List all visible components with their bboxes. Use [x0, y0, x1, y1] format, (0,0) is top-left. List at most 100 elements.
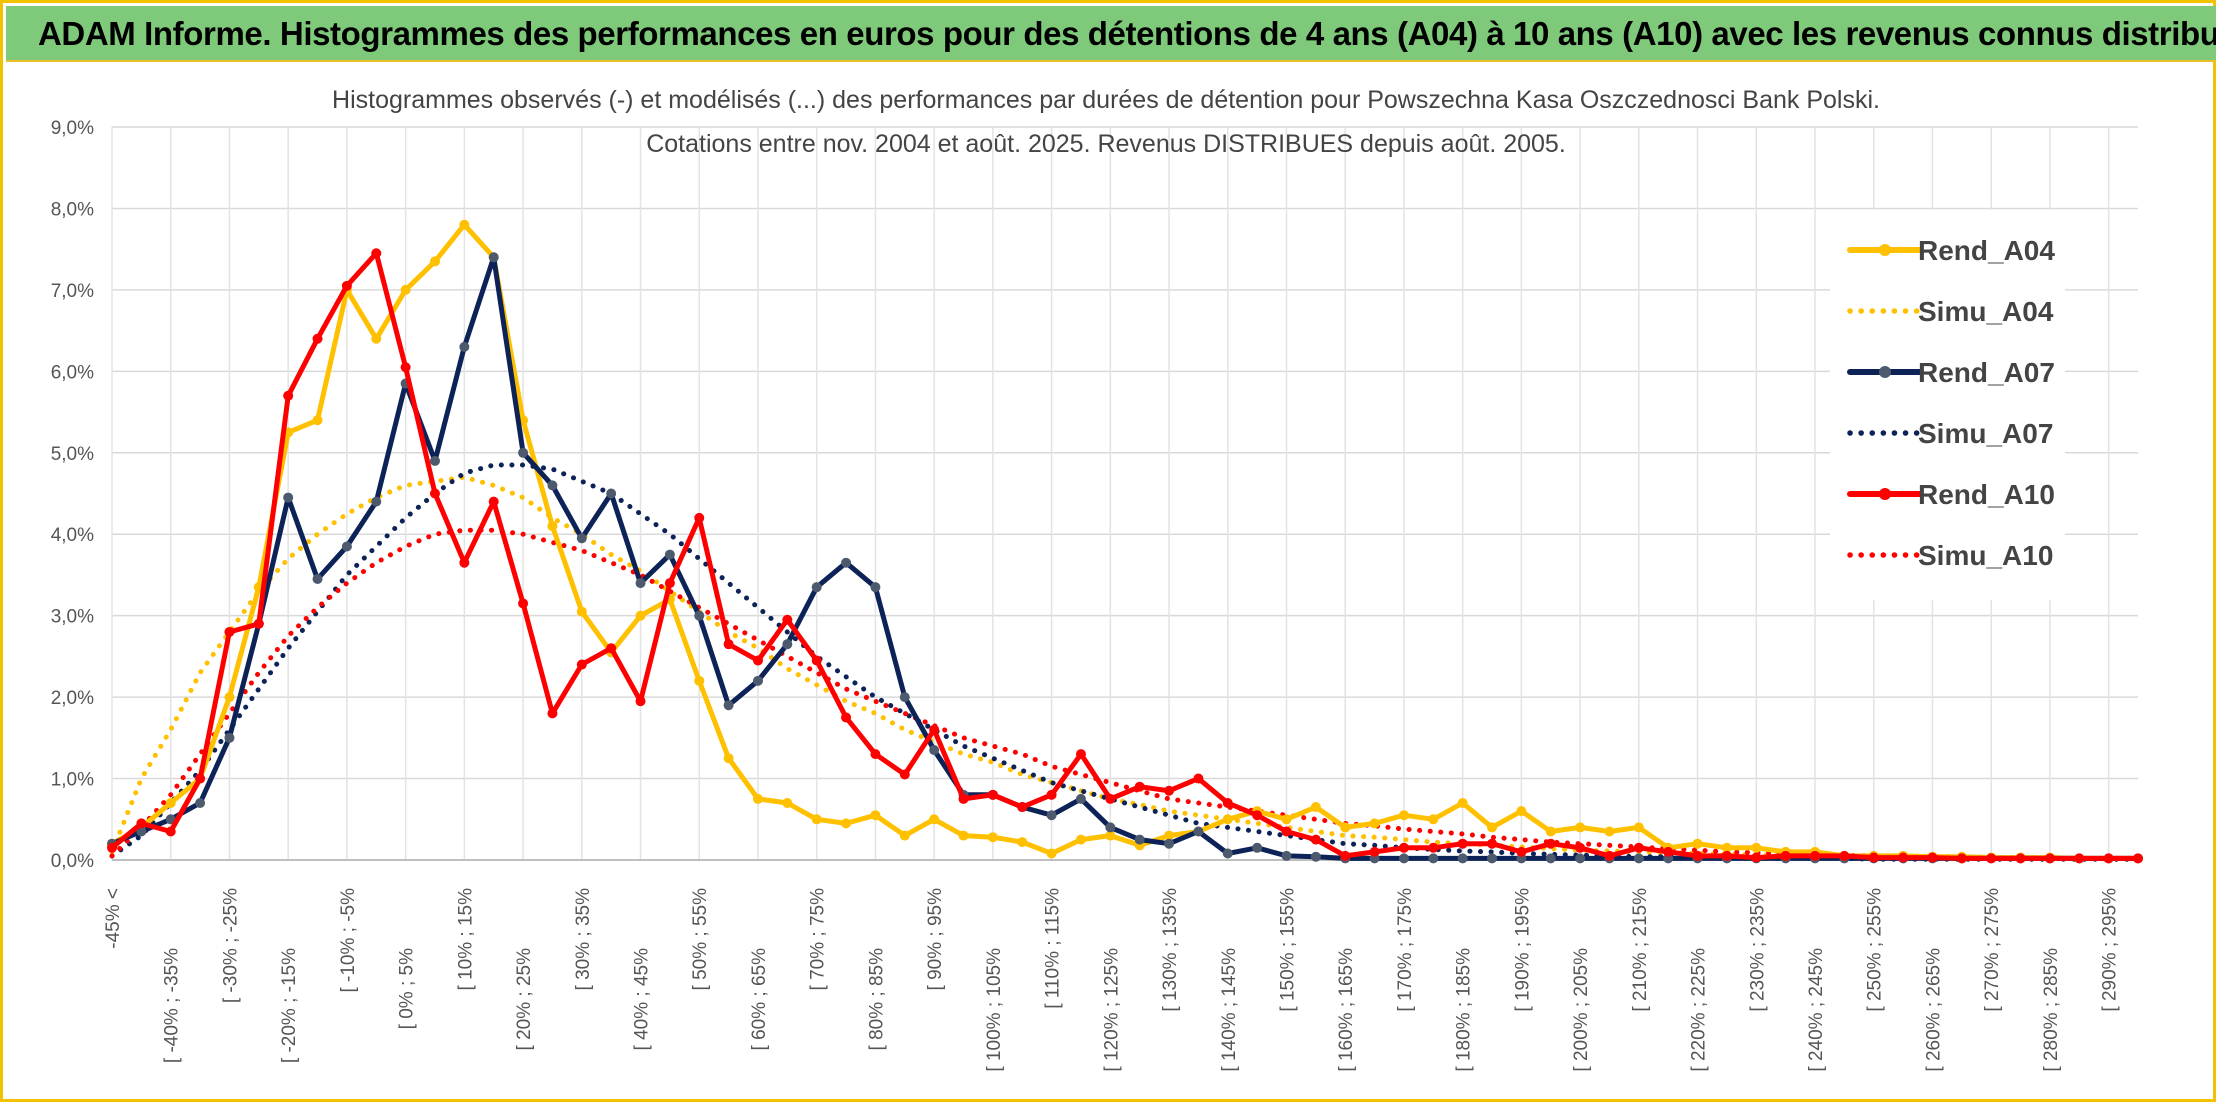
- x-tick-label: [ 0% ; 5%: [397, 948, 418, 1029]
- data-point: [459, 219, 470, 230]
- data-point: [1310, 851, 1321, 862]
- data-point: [1516, 806, 1527, 817]
- data-point: [782, 614, 793, 625]
- data-point: [459, 557, 470, 568]
- data-point: [253, 618, 264, 629]
- data-point: [1164, 838, 1175, 849]
- data-point: [929, 745, 940, 756]
- data-point: [224, 732, 235, 743]
- data-point: [1428, 853, 1439, 864]
- data-point: [1281, 850, 1292, 861]
- data-point: [723, 753, 734, 764]
- data-point: [1604, 850, 1615, 861]
- data-point: [1898, 852, 1909, 863]
- data-point: [165, 814, 176, 825]
- data-point: [987, 832, 998, 843]
- data-point: [752, 675, 763, 686]
- data-point: [371, 248, 382, 259]
- data-point: [1457, 853, 1468, 864]
- data-point: [1487, 838, 1498, 849]
- data-point: [870, 749, 881, 760]
- data-point: [958, 793, 969, 804]
- data-point: [1017, 837, 1028, 848]
- chart-title: Histogrammes observés (-) et modélisés (…: [332, 86, 1880, 114]
- data-point: [2103, 853, 2114, 864]
- data-point: [1428, 842, 1439, 853]
- x-tick-label: [ 40% ; 45%: [632, 948, 653, 1051]
- chart-subtitle: Cotations entre nov. 2004 et août. 2025.…: [646, 130, 1566, 158]
- data-point: [899, 692, 910, 703]
- data-point: [2044, 853, 2055, 864]
- data-point: [635, 578, 646, 589]
- grid-lines: [111, 126, 2138, 861]
- y-tick-label: 7,0%: [51, 281, 94, 302]
- legend-label: Simu_A10: [1918, 540, 2053, 571]
- data-point: [1839, 850, 1850, 861]
- data-point: [1134, 781, 1145, 792]
- legend-label: Simu_A04: [1918, 296, 2054, 327]
- data-point: [1487, 822, 1498, 833]
- data-point: [1017, 802, 1028, 813]
- y-tick-label: 5,0%: [51, 444, 94, 465]
- legend-label: Simu_A07: [1918, 418, 2053, 449]
- y-tick-label: 9,0%: [51, 118, 94, 139]
- data-point: [606, 643, 617, 654]
- x-tick-label: [ 80% ; 85%: [866, 948, 887, 1051]
- data-point: [1663, 846, 1674, 857]
- y-tick-label: 8,0%: [51, 199, 94, 220]
- data-point: [1575, 822, 1586, 833]
- data-point: [518, 598, 529, 609]
- y-tick-label: 6,0%: [51, 362, 94, 383]
- data-point: [870, 810, 881, 821]
- series-lines: [107, 219, 2143, 864]
- data-point: [1751, 842, 1762, 853]
- data-point: [664, 549, 675, 560]
- y-tick-label: 4,0%: [51, 525, 94, 546]
- data-point: [1986, 853, 1997, 864]
- data-point: [165, 826, 176, 837]
- data-point: [1046, 789, 1057, 800]
- data-point: [1398, 853, 1409, 864]
- x-tick-label: [ 290% ; 295%: [2100, 888, 2121, 1012]
- x-tick-label: [ 240% ; 245%: [1806, 948, 1827, 1072]
- header-bar: ADAM Informe. Histogrammes des performan…: [6, 6, 2216, 62]
- data-point: [1604, 826, 1615, 837]
- y-tick-label: 2,0%: [51, 688, 94, 709]
- data-point: [312, 574, 323, 585]
- data-point: [283, 492, 294, 503]
- data-point: [1721, 850, 1732, 861]
- legend-marker: [1879, 244, 1891, 256]
- data-point: [1252, 842, 1263, 853]
- data-point: [694, 512, 705, 523]
- data-point: [929, 724, 940, 735]
- data-point: [606, 488, 617, 499]
- x-tick-label: [ 230% ; 235%: [1747, 888, 1768, 1012]
- legend-marker: [1879, 488, 1891, 500]
- data-point: [1369, 846, 1380, 857]
- data-point: [1633, 842, 1644, 853]
- data-point: [107, 842, 117, 853]
- x-tick-label: [ 90% ; 95%: [925, 888, 946, 991]
- data-point: [1046, 848, 1057, 859]
- data-point: [1575, 842, 1586, 853]
- data-point: [1545, 838, 1556, 849]
- data-point: [488, 496, 499, 507]
- data-point: [1487, 853, 1498, 864]
- data-point: [841, 712, 852, 723]
- legend: Rend_A04 Simu_A04 Rend_A07 Simu_A07 Rend_A10…: [1830, 210, 2065, 600]
- x-tick-label: [ -20% ; -15%: [279, 948, 300, 1063]
- data-point: [782, 797, 793, 808]
- data-point: [136, 818, 147, 829]
- data-point: [547, 708, 558, 719]
- data-point: [1164, 830, 1175, 841]
- legend-label: Rend_A04: [1918, 235, 2055, 266]
- x-tick-label: [ 220% ; 225%: [1689, 948, 1710, 1072]
- data-point: [576, 606, 587, 617]
- data-point: [2133, 853, 2143, 864]
- data-point: [341, 280, 352, 291]
- data-point: [1721, 842, 1732, 853]
- histogram-chart: 0,0% 1,0% 2,0% 3,0% 4,0% 5,0% 6,0% 7,0% 8,0% 9,0%…: [51, 86, 2143, 1072]
- legend-background: [1830, 210, 2065, 600]
- data-point: [1956, 853, 1967, 864]
- data-point: [312, 333, 323, 344]
